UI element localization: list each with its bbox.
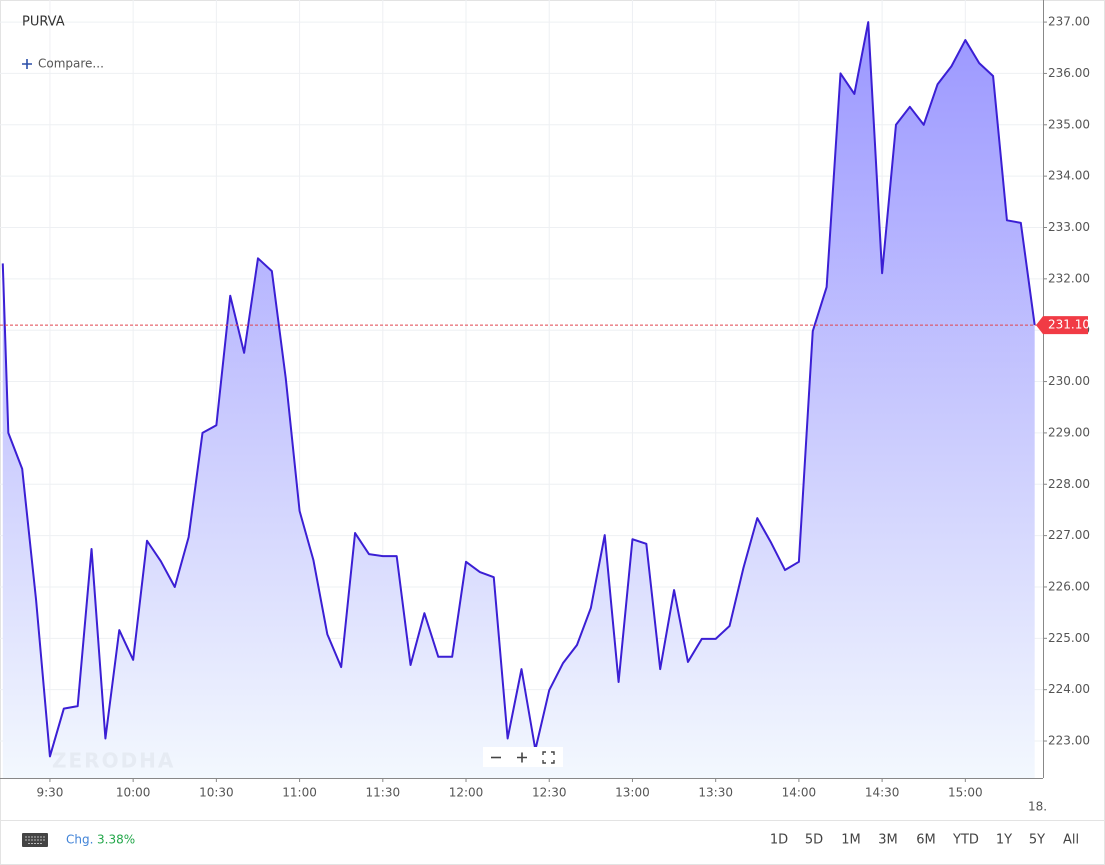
y-tick-label: 226.00 (1048, 579, 1090, 593)
x-tick-label: 15:00 (948, 786, 983, 800)
range-button[interactable]: 1Y (996, 833, 1012, 848)
compare[interactable]: Compare... (38, 57, 104, 71)
y-tick-label: 232.00 (1048, 271, 1090, 285)
x-tick-label: 13:30 (698, 786, 733, 800)
y-tick-label: 237.00 (1048, 15, 1090, 29)
range-button[interactable]: YTD (952, 833, 979, 848)
x-tick-label: 12:30 (532, 786, 567, 800)
y-tick-label: 224.00 (1048, 682, 1090, 696)
symbol: PURVA (22, 15, 65, 30)
range-button[interactable]: 5Y (1029, 833, 1045, 848)
x-tick-label: 14:00 (782, 786, 817, 800)
y-tick-label: 227.00 (1048, 528, 1090, 542)
x-tick-label: 10:00 (116, 786, 151, 800)
last-price-label: 231.10 (1048, 318, 1090, 332)
range-button[interactable]: 6M (916, 833, 936, 848)
y-tick-label: 223.00 (1048, 734, 1090, 748)
last-price-tag (1036, 316, 1088, 335)
next-day-label: 18. (1028, 800, 1047, 814)
x-tick-label: 14:30 (865, 786, 900, 800)
range-button[interactable]: 1D (770, 833, 788, 848)
y-tick-label: 225.00 (1048, 631, 1090, 645)
y-tick-label: 236.00 (1048, 66, 1090, 80)
fullscreen[interactable] (542, 751, 555, 764)
x-tick-label: 10:30 (199, 786, 234, 800)
y-tick-label: 235.00 (1048, 117, 1090, 131)
x-tick-label: 13:00 (615, 786, 650, 800)
change-label: Chg. (66, 833, 93, 847)
x-tick-label: 11:00 (282, 786, 317, 800)
range-button[interactable]: 1M (841, 833, 861, 848)
x-tick-label: 12:00 (449, 786, 484, 800)
range-button[interactable]: 5D (805, 833, 823, 848)
keyboard-keys (25, 836, 45, 844)
y-tick-label: 234.00 (1048, 169, 1090, 183)
y-tick-label: 228.00 (1048, 477, 1090, 491)
y-tick-label: 233.00 (1048, 220, 1090, 234)
y-tick-label: 230.00 (1048, 374, 1090, 388)
price-line (1, 21, 1036, 758)
area (2, 22, 1035, 778)
change-value: 3.38% (97, 833, 135, 847)
zoom-in[interactable] (517, 752, 527, 763)
range-button[interactable]: All (1063, 833, 1079, 848)
y-tick-label: 229.00 (1048, 425, 1090, 439)
x-tick-label: 11:30 (366, 786, 401, 800)
range-button[interactable]: 3M (878, 833, 898, 848)
keyboard-icon[interactable] (22, 833, 48, 847)
watermark: ZERODHA (52, 749, 175, 773)
zoom-controls (483, 747, 563, 767)
compare-icon[interactable] (22, 59, 32, 69)
x-tick-label: 9:30 (36, 786, 63, 800)
